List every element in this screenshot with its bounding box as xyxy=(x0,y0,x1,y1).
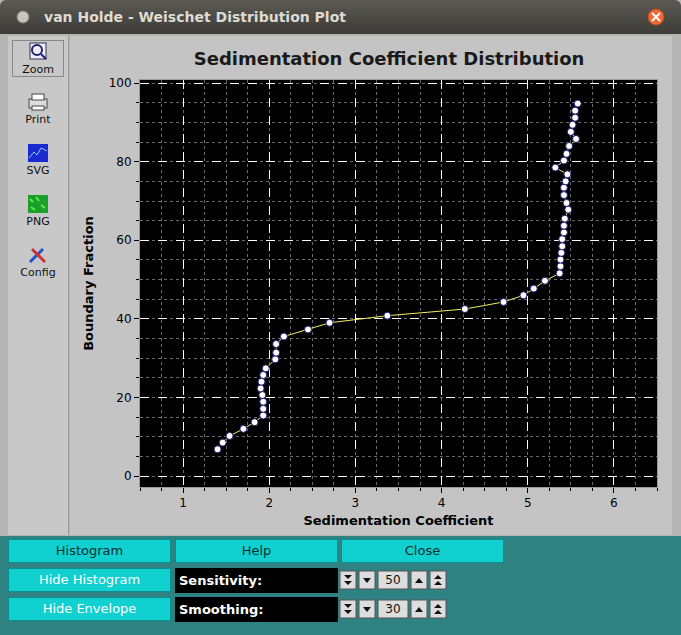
html-text:Histogram: Histogram xyxy=(55,543,124,558)
html-text:Smoothing:: Smoothing: xyxy=(179,602,264,617)
html-text:Hide Histogram: Hide Histogram xyxy=(38,572,141,587)
svg-text:0: 0 xyxy=(124,469,132,483)
svg-text:2: 2 xyxy=(265,496,273,510)
svg-text:5: 5 xyxy=(524,496,532,510)
svg-text:60: 60 xyxy=(116,233,131,247)
svg-text:20: 20 xyxy=(116,391,131,405)
svg-text:80: 80 xyxy=(116,155,131,169)
svg-text:Boundary Fraction: Boundary Fraction xyxy=(81,216,96,351)
svg-text:40: 40 xyxy=(116,312,131,326)
svg-text:1: 1 xyxy=(179,496,187,510)
html-text:Print: Print xyxy=(25,113,51,126)
html-text:Config: Config xyxy=(20,266,56,279)
svg-text:6: 6 xyxy=(610,496,618,510)
html-text:PNG: PNG xyxy=(26,215,50,228)
html-text:50: 50 xyxy=(385,573,401,587)
html-text:Sensitivity:: Sensitivity: xyxy=(179,573,263,588)
svg-text:100: 100 xyxy=(109,76,132,90)
html-text:Close: Close xyxy=(404,543,441,558)
svg-text:Sedimentation Coefficient Dist: Sedimentation Coefficient Distribution xyxy=(194,48,585,69)
svg-text:3: 3 xyxy=(352,496,360,510)
svg-text:Sedimentation Coefficient: Sedimentation Coefficient xyxy=(303,513,493,528)
html-text:Help: Help xyxy=(241,543,272,558)
html-text:30: 30 xyxy=(385,602,401,616)
svg-text:4: 4 xyxy=(438,496,446,510)
html-text:Zoom: Zoom xyxy=(22,63,54,76)
html-text:SVG: SVG xyxy=(26,164,50,177)
html-text:Hide Envelope: Hide Envelope xyxy=(42,601,137,616)
html-text:van Holde - Weischet Distribut: van Holde - Weischet Distribution Plot xyxy=(44,9,346,25)
